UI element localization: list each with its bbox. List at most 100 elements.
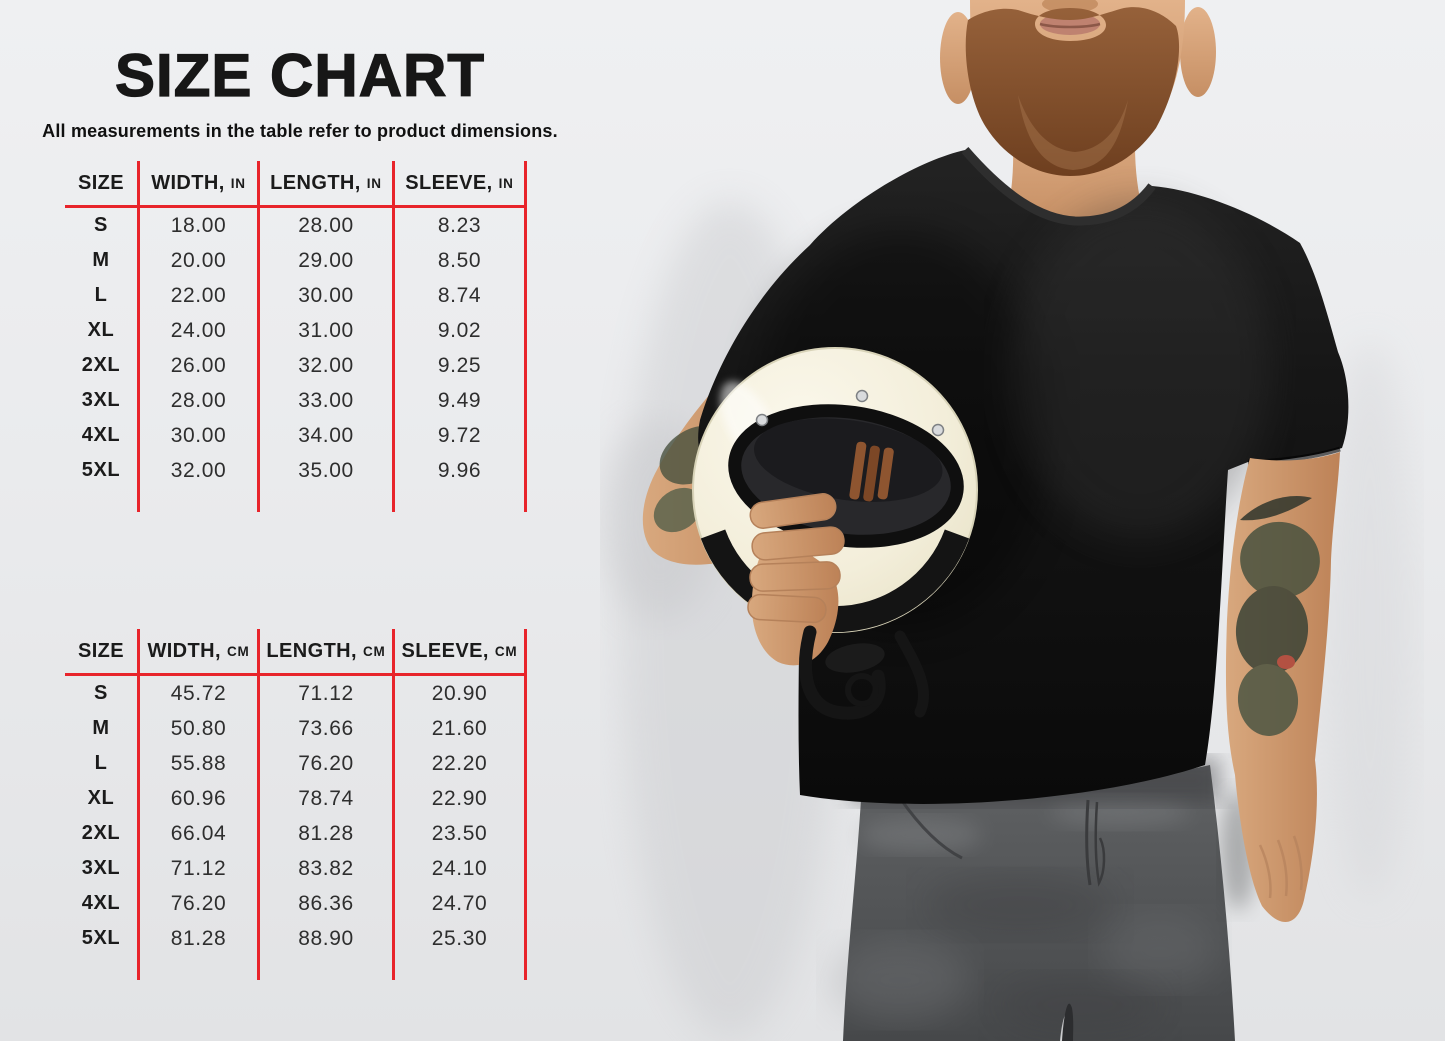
sleeve-cell: 9.25 xyxy=(395,348,527,383)
table-row: L 22.00 30.00 8.74 xyxy=(65,278,527,313)
sleeve-cell: 22.90 xyxy=(395,781,527,816)
column-label: LENGTH, xyxy=(266,639,357,662)
spacer-cell xyxy=(140,956,260,980)
length-cell: 31.00 xyxy=(260,313,395,348)
sleeve-cell: 22.20 xyxy=(395,746,527,781)
size-cell: M xyxy=(65,711,140,746)
table-header-row: SIZE WIDTH, CM LENGTH, CM SLEEVE, CM xyxy=(65,629,527,676)
sleeve-cell: 9.02 xyxy=(395,313,527,348)
width-cell: 60.96 xyxy=(140,781,260,816)
length-cell: 34.00 xyxy=(260,418,395,453)
column-label: SIZE xyxy=(77,171,125,194)
width-cell: 24.00 xyxy=(140,313,260,348)
model-photo xyxy=(600,0,1415,1041)
column-unit: CM xyxy=(494,643,518,659)
spacer-cell xyxy=(260,956,395,980)
column-unit: IN xyxy=(230,175,246,191)
table-row: 5XL 81.28 88.90 25.30 xyxy=(65,921,527,956)
length-cell: 78.74 xyxy=(260,781,395,816)
table-row: 4XL 76.20 86.36 24.70 xyxy=(65,886,527,921)
size-cell: XL xyxy=(65,313,140,348)
size-cell: XL xyxy=(65,781,140,816)
width-cell: 22.00 xyxy=(140,278,260,313)
table-row: 5XL 32.00 35.00 9.96 xyxy=(65,453,527,488)
neck-stubble xyxy=(1018,95,1128,170)
fly-seam xyxy=(1085,799,1092,886)
width-cell: 18.00 xyxy=(140,208,260,243)
width-cell: 55.88 xyxy=(140,746,260,781)
length-cell: 73.66 xyxy=(260,711,395,746)
column-header: LENGTH, IN xyxy=(260,161,395,208)
column-header: WIDTH, CM xyxy=(140,629,260,676)
shirt-highlight xyxy=(1010,200,1270,540)
right-arm-tattoos xyxy=(1235,496,1320,736)
width-cell: 20.00 xyxy=(140,243,260,278)
length-cell: 33.00 xyxy=(260,383,395,418)
size-cell: 2XL xyxy=(65,816,140,851)
sleeve-cell: 21.60 xyxy=(395,711,527,746)
column-header: SLEEVE, CM xyxy=(395,629,527,676)
table-row: 3XL 28.00 33.00 9.49 xyxy=(65,383,527,418)
length-cell: 88.90 xyxy=(260,921,395,956)
size-cell: 3XL xyxy=(65,383,140,418)
left-hand xyxy=(747,493,845,666)
table-row: M 50.80 73.66 21.60 xyxy=(65,711,527,746)
column-unit: IN xyxy=(366,175,382,191)
width-cell: 50.80 xyxy=(140,711,260,746)
column-header: WIDTH, IN xyxy=(140,161,260,208)
spacer-cell xyxy=(395,488,527,512)
table-row: 4XL 30.00 34.00 9.72 xyxy=(65,418,527,453)
column-label: SLEEVE, xyxy=(405,171,493,194)
width-cell: 28.00 xyxy=(140,383,260,418)
spacer-cell xyxy=(65,488,140,512)
pocket-seam xyxy=(898,797,963,860)
size-cell: 5XL xyxy=(65,453,140,488)
beard xyxy=(965,7,1180,176)
inseam-shadow xyxy=(1062,1003,1074,1041)
size-cell: S xyxy=(65,676,140,711)
page-subtitle: All measurements in the table refer to p… xyxy=(42,121,558,141)
sleeve-cell: 8.50 xyxy=(395,243,527,278)
spacer-cell xyxy=(140,488,260,512)
size-cell: L xyxy=(65,746,140,781)
width-cell: 26.00 xyxy=(140,348,260,383)
size-cell: 2XL xyxy=(65,348,140,383)
column-header: SLEEVE, IN xyxy=(395,161,527,208)
table-row: S 45.72 71.12 20.90 xyxy=(65,676,527,711)
size-cell: 3XL xyxy=(65,851,140,886)
column-unit: CM xyxy=(362,643,386,659)
sleeve-cell: 9.72 xyxy=(395,418,527,453)
table-footer-spacer xyxy=(65,488,527,512)
width-cell: 66.04 xyxy=(140,816,260,851)
page-title: SIZE CHART xyxy=(114,42,485,109)
table-body: S 45.72 71.12 20.90 M 50.80 73.66 21.60 L 55.88 76… xyxy=(65,676,527,980)
size-cell: L xyxy=(65,278,140,313)
table-row: XL 24.00 31.00 9.02 xyxy=(65,313,527,348)
length-cell: 71.12 xyxy=(260,676,395,711)
sleeve-cell: 24.70 xyxy=(395,886,527,921)
head xyxy=(940,0,1216,228)
length-cell: 35.00 xyxy=(260,453,395,488)
mouth-line xyxy=(1039,22,1101,29)
table-row: XL 60.96 78.74 22.90 xyxy=(65,781,527,816)
column-header: SIZE xyxy=(65,161,140,208)
size-table-centimeters: SIZE WIDTH, CM LENGTH, CM SLEEVE, CM S 45.72 71.… xyxy=(65,629,527,980)
column-label: LENGTH, xyxy=(270,171,361,194)
length-cell: 32.00 xyxy=(260,348,395,383)
chart-content: SIZE CHART All measurements in the table… xyxy=(0,0,600,980)
length-cell: 76.20 xyxy=(260,746,395,781)
sleeve-cell: 23.50 xyxy=(395,816,527,851)
fingers xyxy=(747,493,845,624)
table-row: M 20.00 29.00 8.50 xyxy=(65,243,527,278)
table-row: 2XL 66.04 81.28 23.50 xyxy=(65,816,527,851)
width-cell: 81.28 xyxy=(140,921,260,956)
table-row: S 18.00 28.00 8.23 xyxy=(65,208,527,243)
column-unit: IN xyxy=(498,175,514,191)
spacer-cell xyxy=(395,956,527,980)
column-unit: CM xyxy=(226,643,250,659)
man-figure xyxy=(642,0,1349,1041)
sleeve-cell: 20.90 xyxy=(395,676,527,711)
width-cell: 45.72 xyxy=(140,676,260,711)
column-header: SIZE xyxy=(65,629,140,676)
